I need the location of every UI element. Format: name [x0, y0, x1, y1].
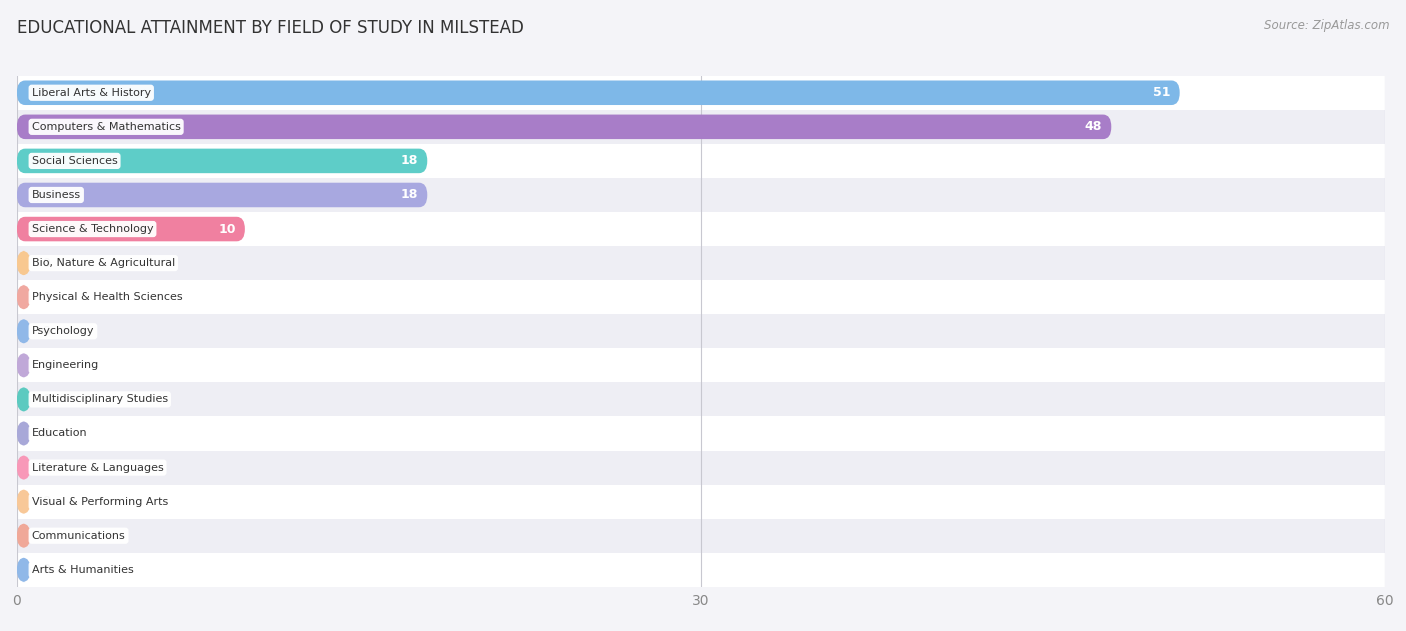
- Bar: [17, 246, 1385, 280]
- Bar: [17, 76, 1385, 110]
- Text: Visual & Performing Arts: Visual & Performing Arts: [32, 497, 167, 507]
- Text: Science & Technology: Science & Technology: [32, 224, 153, 234]
- Bar: [17, 110, 1385, 144]
- Text: Computers & Mathematics: Computers & Mathematics: [32, 122, 180, 132]
- Text: Business: Business: [32, 190, 80, 200]
- Text: Source: ZipAtlas.com: Source: ZipAtlas.com: [1264, 19, 1389, 32]
- Text: 18: 18: [401, 155, 418, 167]
- Bar: [17, 212, 1385, 246]
- Text: Literature & Languages: Literature & Languages: [32, 463, 163, 473]
- Bar: [17, 314, 1385, 348]
- Text: 18: 18: [401, 189, 418, 201]
- Bar: [17, 553, 1385, 587]
- FancyBboxPatch shape: [17, 183, 427, 207]
- Text: Engineering: Engineering: [32, 360, 98, 370]
- Text: 0: 0: [42, 291, 49, 304]
- FancyBboxPatch shape: [17, 387, 31, 411]
- Bar: [17, 416, 1385, 451]
- Bar: [17, 144, 1385, 178]
- Text: Communications: Communications: [32, 531, 125, 541]
- Bar: [17, 280, 1385, 314]
- Text: 0: 0: [42, 257, 49, 269]
- FancyBboxPatch shape: [17, 456, 31, 480]
- Bar: [17, 348, 1385, 382]
- Bar: [17, 485, 1385, 519]
- Text: 48: 48: [1085, 121, 1102, 133]
- Text: Social Sciences: Social Sciences: [32, 156, 118, 166]
- Text: 0: 0: [42, 495, 49, 508]
- Text: 51: 51: [1153, 86, 1171, 99]
- FancyBboxPatch shape: [17, 285, 31, 309]
- FancyBboxPatch shape: [17, 558, 31, 582]
- Text: Bio, Nature & Agricultural: Bio, Nature & Agricultural: [32, 258, 174, 268]
- FancyBboxPatch shape: [17, 251, 31, 275]
- Text: EDUCATIONAL ATTAINMENT BY FIELD OF STUDY IN MILSTEAD: EDUCATIONAL ATTAINMENT BY FIELD OF STUDY…: [17, 19, 524, 37]
- Text: Liberal Arts & History: Liberal Arts & History: [32, 88, 150, 98]
- Text: 0: 0: [42, 393, 49, 406]
- Bar: [17, 178, 1385, 212]
- FancyBboxPatch shape: [17, 217, 245, 241]
- Bar: [17, 451, 1385, 485]
- Text: 0: 0: [42, 563, 49, 576]
- FancyBboxPatch shape: [17, 490, 31, 514]
- Text: 0: 0: [42, 461, 49, 474]
- FancyBboxPatch shape: [17, 149, 427, 173]
- Text: Physical & Health Sciences: Physical & Health Sciences: [32, 292, 183, 302]
- FancyBboxPatch shape: [17, 319, 31, 343]
- Text: 10: 10: [218, 223, 236, 235]
- Text: Multidisciplinary Studies: Multidisciplinary Studies: [32, 394, 167, 404]
- FancyBboxPatch shape: [17, 422, 31, 445]
- FancyBboxPatch shape: [17, 115, 1111, 139]
- Text: Education: Education: [32, 428, 87, 439]
- FancyBboxPatch shape: [17, 524, 31, 548]
- Text: 0: 0: [42, 427, 49, 440]
- Bar: [17, 519, 1385, 553]
- Text: Psychology: Psychology: [32, 326, 94, 336]
- Text: 0: 0: [42, 359, 49, 372]
- Bar: [17, 382, 1385, 416]
- Text: 0: 0: [42, 529, 49, 542]
- Text: Arts & Humanities: Arts & Humanities: [32, 565, 134, 575]
- FancyBboxPatch shape: [17, 353, 31, 377]
- FancyBboxPatch shape: [17, 81, 1180, 105]
- Text: 0: 0: [42, 325, 49, 338]
